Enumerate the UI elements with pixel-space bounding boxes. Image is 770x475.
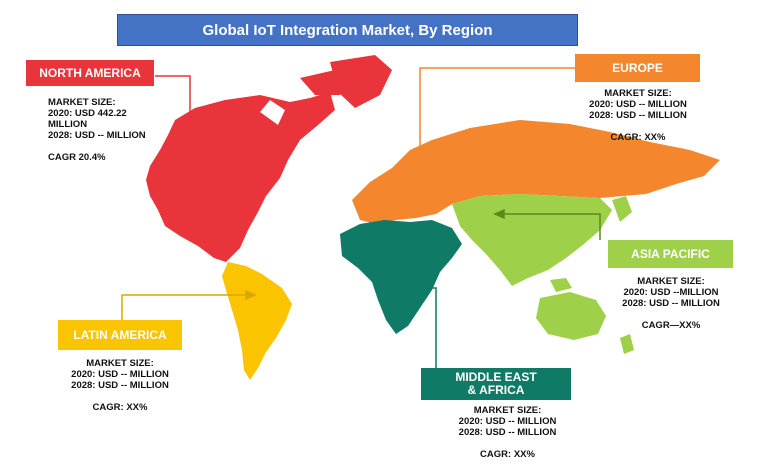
- region-mea-shape: [340, 220, 462, 334]
- asia-pacific-label: ASIA PACIFIC: [608, 240, 733, 268]
- north-america-stats: MARKET SIZE: 2020: USD 442.22 MILLION 20…: [48, 97, 146, 163]
- connector-europe: [414, 67, 575, 183]
- region-latin-america-shape: [222, 262, 292, 380]
- market-size-label: MARKET SIZE:: [604, 88, 672, 99]
- value-2028: 2028: USD -- MILLION: [458, 427, 557, 438]
- cagr-value: CAGR—XX%: [641, 320, 701, 331]
- connector-asia-pacific: [493, 208, 601, 240]
- value-2028: 2028: USD -- MILLION: [48, 130, 146, 141]
- value-2020: 2020: USD -- MILLION: [589, 99, 687, 110]
- connector-latin-america: [121, 289, 257, 320]
- cagr-value: CAGR: XX%: [480, 449, 535, 460]
- chart-title: Global IoT Integration Market, By Region: [117, 14, 578, 46]
- value-2020: 2020: USD -- MILLION: [458, 416, 557, 427]
- asia-pacific-stats: MARKET SIZE: 2020: USD --MILLION 2028: U…: [605, 276, 737, 331]
- value-2028: 2028: USD -- MILLION: [71, 380, 169, 391]
- europe-label: EUROPE: [575, 54, 700, 82]
- mea-stats: MARKET SIZE: 2020: USD -- MILLION 2028: …: [440, 405, 575, 460]
- connector-mea: [393, 282, 437, 370]
- value-2028: 2028: USD -- MILLION: [589, 110, 687, 121]
- europe-stats: MARKET SIZE: 2020: USD -- MILLION 2028: …: [578, 88, 698, 143]
- mea-label-line1: MIDDLE EAST: [455, 370, 537, 384]
- region-asia-pacific-shape: [452, 194, 634, 354]
- value-2020-cont: MILLION: [48, 119, 88, 130]
- value-2020: 2020: USD --MILLION: [623, 287, 719, 298]
- market-size-label: MARKET SIZE:: [473, 405, 542, 416]
- region-europe-shape: [352, 120, 720, 224]
- cagr-value: CAGR 20.4%: [48, 152, 106, 163]
- connector-north-america: [155, 75, 196, 197]
- mea-label-line2: & AFRICA: [467, 383, 525, 397]
- value-2028: 2028: USD -- MILLION: [622, 298, 720, 309]
- region-north-america-shape: [146, 70, 350, 262]
- greenland-shape: [330, 55, 392, 108]
- cagr-value: CAGR: XX%: [610, 132, 666, 143]
- north-america-label: NORTH AMERICA: [26, 60, 154, 86]
- latin-america-stats: MARKET SIZE: 2020: USD -- MILLION 2028: …: [54, 358, 186, 413]
- market-size-label: MARKET SIZE:: [86, 358, 154, 369]
- market-size-label: MARKET SIZE:: [637, 276, 705, 287]
- market-size-label: MARKET SIZE:: [48, 97, 116, 108]
- cagr-value: CAGR: XX%: [92, 402, 148, 413]
- mea-label: MIDDLE EAST & AFRICA: [421, 368, 571, 400]
- value-2020: 2020: USD 442.22: [48, 108, 127, 119]
- latin-america-label: LATIN AMERICA: [58, 320, 182, 350]
- value-2020: 2020: USD -- MILLION: [71, 369, 169, 380]
